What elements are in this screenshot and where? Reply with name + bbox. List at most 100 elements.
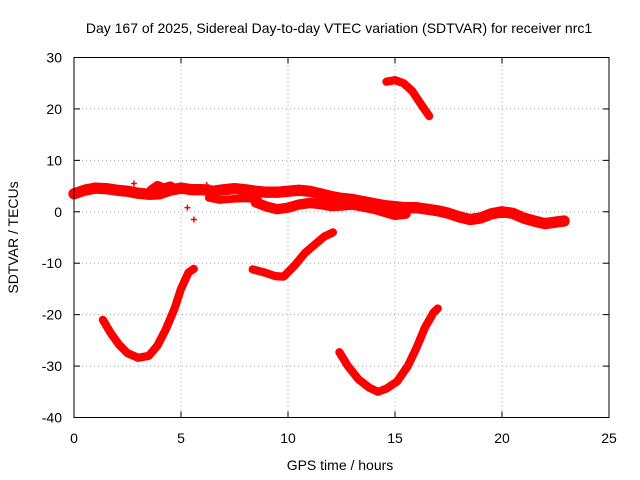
y-tick-label: -10 [42, 255, 62, 271]
data-point [167, 183, 174, 190]
data-point [336, 349, 343, 356]
series-arc-early [98, 264, 198, 362]
data-point [321, 233, 328, 240]
data-point [413, 204, 420, 211]
data-point [317, 190, 324, 197]
data-point [402, 210, 409, 217]
data-point [242, 186, 249, 193]
data-point [499, 208, 505, 215]
data-point [456, 213, 463, 220]
data-point [145, 352, 152, 359]
data-point [103, 185, 110, 192]
data-point [404, 363, 411, 370]
data-point [124, 188, 131, 195]
data-point [261, 269, 268, 276]
data-point [392, 211, 398, 218]
data-point [327, 193, 334, 200]
series-arc-high [382, 76, 434, 121]
data-point [135, 190, 142, 197]
data-point [434, 207, 441, 214]
data-point [188, 186, 195, 193]
data-point [285, 204, 291, 211]
y-tick-label: -20 [42, 307, 62, 323]
data-point [488, 210, 495, 217]
data-point [344, 363, 351, 370]
x-tick-label: 15 [387, 430, 403, 446]
data-point [280, 273, 287, 280]
y-tick-label: 30 [46, 50, 62, 66]
data-point [285, 188, 291, 195]
y-axis-label: SDTVAR / TECUs [5, 181, 21, 293]
data-point [171, 305, 178, 312]
data-point [434, 305, 441, 312]
data-point [148, 187, 155, 194]
y-tick-label: 0 [54, 204, 62, 220]
y-tick-label: 10 [46, 152, 62, 168]
data-point [185, 269, 192, 276]
x-tick-label: 10 [280, 430, 296, 446]
axes-ticks: 0 5 10 15 20 25 -40 -30 -20 -10 0 10 20 30 [42, 50, 617, 447]
x-axis-label: GPS time / hours [287, 457, 394, 473]
data-point [154, 182, 161, 189]
data-point [509, 210, 516, 217]
data-point [216, 196, 223, 203]
data-point [291, 262, 298, 269]
data-point [274, 189, 281, 196]
data-point [477, 214, 484, 221]
data-point [190, 265, 197, 272]
data-point [424, 206, 431, 213]
data-point [327, 203, 334, 210]
data-point [229, 195, 236, 202]
data-point [355, 376, 362, 383]
data-point [81, 187, 88, 194]
series-arc-late [335, 304, 442, 396]
data-point [366, 384, 373, 391]
data-point [205, 194, 212, 201]
data-point [210, 188, 217, 195]
data-point [274, 206, 281, 213]
data-point [394, 378, 401, 385]
isolated-point [203, 182, 210, 189]
data-point [374, 388, 381, 395]
data-point [263, 189, 270, 196]
data-point [92, 185, 99, 192]
isolated-point [130, 180, 137, 187]
data-point [99, 316, 106, 323]
data-point [338, 195, 345, 202]
data-point [306, 188, 313, 195]
data-point [115, 341, 122, 348]
data-point [295, 201, 302, 208]
data-point [263, 203, 270, 210]
data-point [561, 218, 568, 225]
chart-title: Day 167 of 2025, Sidereal Day-to-day VTE… [86, 20, 592, 36]
data-point [466, 216, 473, 223]
isolated-point [184, 204, 191, 211]
data-point [381, 208, 388, 215]
data-point [306, 200, 313, 207]
data-point [421, 324, 428, 331]
data-point [154, 342, 161, 349]
data-point [520, 214, 527, 221]
data-point [417, 100, 424, 107]
data-point [392, 203, 398, 210]
data-point [383, 385, 390, 392]
data-point [392, 77, 398, 84]
data-point [295, 187, 302, 194]
data-point [107, 329, 114, 336]
data-point [173, 186, 180, 193]
data-layer [68, 76, 570, 396]
data-point [426, 113, 433, 120]
data-point [400, 80, 407, 87]
data-point [413, 345, 420, 352]
data-point [249, 266, 256, 273]
data-point [199, 186, 206, 193]
data-point [156, 190, 163, 197]
data-point [541, 220, 548, 227]
plot-frame [73, 57, 610, 418]
y-tick-label: -30 [42, 358, 62, 374]
data-point [231, 185, 238, 192]
data-point [430, 309, 437, 316]
data-point [383, 78, 390, 85]
data-point [135, 354, 142, 361]
